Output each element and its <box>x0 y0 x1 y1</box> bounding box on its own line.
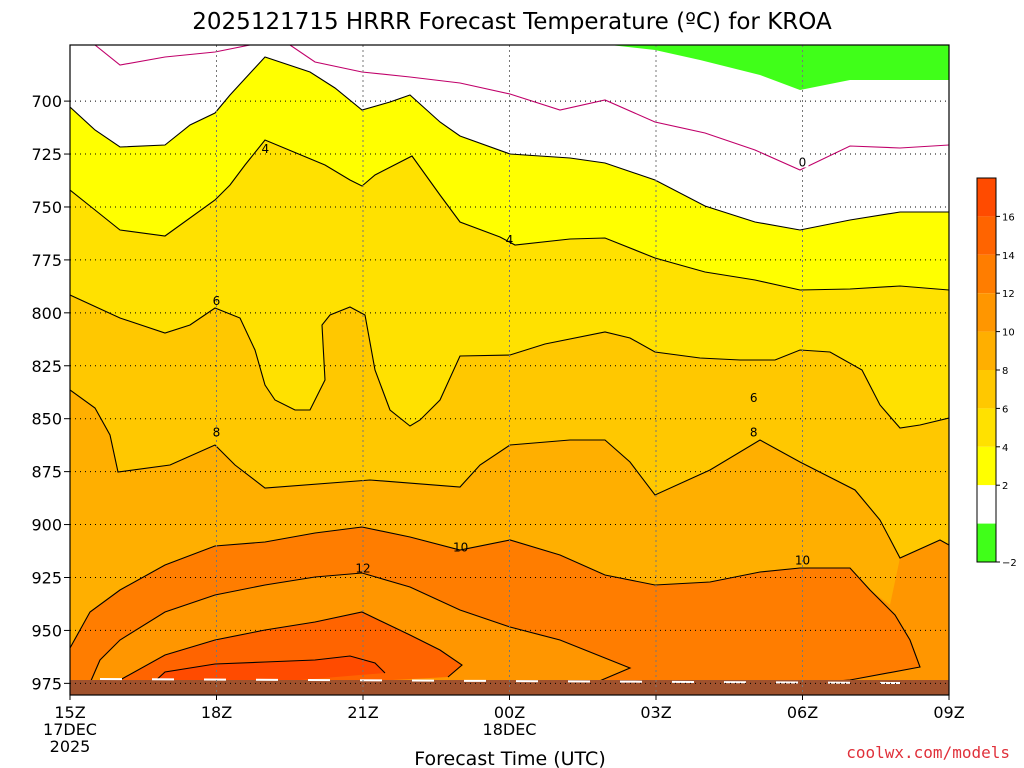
colorbar-tick-label: 6 <box>1002 404 1008 415</box>
y-tick-label: 925 <box>31 568 62 587</box>
y-tick-label: 825 <box>31 357 62 376</box>
grid-lines <box>70 45 949 695</box>
colorbar-swatch <box>977 331 996 370</box>
colorbar-swatch <box>977 293 996 332</box>
contour-label: 8 <box>213 426 221 440</box>
contour-label-layer: 0 4 4 6 6 8 8 10 10 12 <box>213 142 810 576</box>
isotherm-8 <box>70 389 949 559</box>
plot-frame <box>69 44 950 696</box>
colorbar-tick-label: 16 <box>1002 212 1015 223</box>
contour-label: 4 <box>262 142 270 156</box>
colorbar-swatch <box>977 216 996 255</box>
band-below-0 <box>610 45 949 90</box>
isotherm-0 <box>94 45 949 171</box>
y-tick-label: 750 <box>31 198 62 217</box>
contour-label: 6 <box>750 391 758 405</box>
colorbar-swatch <box>977 485 996 524</box>
x-tick-label: 18DEC <box>483 720 537 739</box>
colorbar-tick-label: 10 <box>1002 328 1015 339</box>
x-axis-title: Forecast Time (UTC) <box>414 748 605 768</box>
isotherm-10 <box>70 526 921 686</box>
chart-title: 2025121715 HRRR Forecast Temperature (ºC… <box>192 9 832 35</box>
band-0-2 <box>70 45 949 230</box>
contour-label: 4 <box>506 233 514 247</box>
contour-label: 10 <box>453 541 468 555</box>
colorbar-swatch <box>977 408 996 447</box>
y-tick-label: 700 <box>31 92 62 111</box>
contour-label: 10 <box>795 554 810 568</box>
contour-label: 12 <box>355 562 370 576</box>
x-tick-label: 06Z <box>787 703 818 722</box>
colorbar-tick-label: 14 <box>1002 251 1015 262</box>
contour-label: 0 <box>799 155 807 169</box>
isotherm-14 <box>119 611 463 681</box>
y-tick-label: 875 <box>31 463 62 482</box>
y-tick-label: 725 <box>31 145 62 164</box>
colorbar: −2 2 4 6 8 10 12 14 16 <box>976 177 1017 569</box>
x-tick-label: 00Z <box>494 703 525 722</box>
axes: 70072575077580082585087590092595097515Z1… <box>31 92 964 756</box>
x-tick-label: 21Z <box>347 703 378 722</box>
terrain-surface <box>70 680 949 695</box>
x-tick-label: 2025 <box>50 737 91 756</box>
isotherm-6 <box>70 294 949 429</box>
colorbar-swatch <box>977 178 996 217</box>
colorbar-tick-label: 4 <box>1002 443 1008 454</box>
colorbar-swatch <box>977 523 996 562</box>
credit-text: coolwx.com/models <box>846 743 1010 762</box>
y-tick-label: 800 <box>31 304 62 323</box>
contour-label: 6 <box>213 294 221 308</box>
colorbar-swatch <box>977 370 996 409</box>
y-tick-label: 775 <box>31 251 62 270</box>
x-tick-label: 18Z <box>201 703 232 722</box>
x-tick-label: 09Z <box>933 703 964 722</box>
y-tick-label: 975 <box>31 674 62 693</box>
colorbar-tick-label: 12 <box>1002 289 1015 300</box>
isotherm-16 <box>139 655 386 695</box>
band-12-14 <box>70 527 920 695</box>
colorbar-tick-label: 2 <box>1002 481 1008 492</box>
x-tick-label: 03Z <box>640 703 671 722</box>
isotherm-2 <box>70 56 949 231</box>
x-tick-label: 17DEC <box>43 720 97 739</box>
colorbar-swatch <box>977 254 996 294</box>
contour-label-bg <box>796 153 809 168</box>
x-tick-label: 15Z <box>54 703 85 722</box>
y-tick-label: 950 <box>31 621 62 640</box>
colorbar-tick-label: 8 <box>1002 366 1008 377</box>
y-tick-label: 900 <box>31 516 62 535</box>
y-tick-label: 850 <box>31 410 62 429</box>
colorbar-tick-label: −2 <box>1002 558 1017 569</box>
colorbar-swatch <box>977 446 996 486</box>
isotherm-4 <box>70 139 949 291</box>
contour-label: 8 <box>750 426 758 440</box>
